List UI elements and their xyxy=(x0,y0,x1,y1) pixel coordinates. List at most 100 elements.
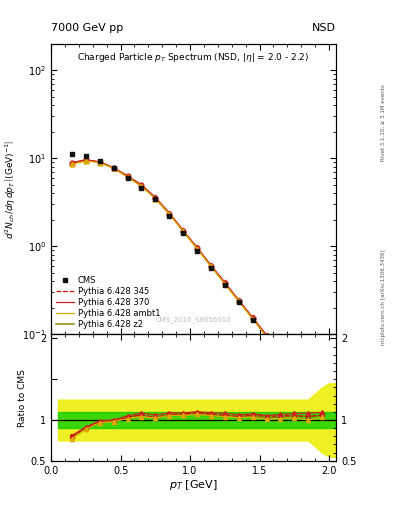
CMS xyxy=(209,265,213,271)
CMS xyxy=(70,152,74,158)
Pythia 6.428 ambt1 xyxy=(111,165,116,172)
Pythia 6.428 ambt1 xyxy=(153,196,158,202)
Pythia 6.428 370 xyxy=(139,182,144,188)
Pythia 6.428 345 xyxy=(139,182,144,188)
Pythia 6.428 z2 xyxy=(111,165,116,171)
CMS xyxy=(306,386,310,392)
Pythia 6.428 ambt1 xyxy=(97,160,102,166)
Pythia 6.428 z2 xyxy=(209,263,213,269)
Pythia 6.428 z2 xyxy=(125,174,130,180)
Pythia 6.428 370 xyxy=(125,173,130,179)
Pythia 6.428 345 xyxy=(292,367,297,373)
Pythia 6.428 ambt1 xyxy=(264,334,269,340)
Pythia 6.428 z2 xyxy=(97,159,102,165)
CMS xyxy=(292,369,297,375)
Pythia 6.428 z2 xyxy=(139,183,144,189)
Pythia 6.428 345 xyxy=(97,159,102,165)
Pythia 6.428 ambt1 xyxy=(195,246,199,252)
CMS xyxy=(320,401,325,408)
CMS xyxy=(222,282,227,288)
Pythia 6.428 z2 xyxy=(70,160,74,166)
Pythia 6.428 345 xyxy=(195,245,199,251)
Pythia 6.428 370 xyxy=(195,244,199,250)
Pythia 6.428 370 xyxy=(306,383,310,389)
Line: Pythia 6.428 345: Pythia 6.428 345 xyxy=(72,160,322,402)
CMS xyxy=(153,196,158,202)
Pythia 6.428 345 xyxy=(264,332,269,338)
Pythia 6.428 370 xyxy=(167,210,172,216)
CMS xyxy=(181,230,185,237)
Pythia 6.428 z2 xyxy=(195,245,199,251)
Pythia 6.428 z2 xyxy=(250,315,255,322)
Pythia 6.428 z2 xyxy=(236,298,241,304)
Text: 7000 GeV pp: 7000 GeV pp xyxy=(51,24,123,33)
Pythia 6.428 z2 xyxy=(83,157,88,163)
Pythia 6.428 z2 xyxy=(153,195,158,201)
CMS xyxy=(167,213,172,219)
Pythia 6.428 345 xyxy=(181,228,185,234)
Text: Charged Particle $p_T$ Spectrum (NSD, $|\eta|$ = 2.0 - 2.2): Charged Particle $p_T$ Spectrum (NSD, $|… xyxy=(77,51,310,64)
Pythia 6.428 345 xyxy=(70,160,74,166)
Pythia 6.428 z2 xyxy=(167,210,172,217)
Pythia 6.428 345 xyxy=(111,165,116,171)
Pythia 6.428 345 xyxy=(320,399,325,405)
Pythia 6.428 345 xyxy=(236,298,241,304)
Pythia 6.428 345 xyxy=(278,350,283,356)
Pythia 6.428 ambt1 xyxy=(222,281,227,287)
Pythia 6.428 z2 xyxy=(264,333,269,339)
Pythia 6.428 z2 xyxy=(278,350,283,356)
Pythia 6.428 ambt1 xyxy=(236,298,241,305)
CMS xyxy=(236,300,241,306)
Line: CMS: CMS xyxy=(70,152,325,407)
Pythia 6.428 370 xyxy=(292,367,297,373)
CMS xyxy=(278,351,283,357)
Pythia 6.428 345 xyxy=(222,280,227,286)
Text: Rivet 3.1.10, ≥ 3.1M events: Rivet 3.1.10, ≥ 3.1M events xyxy=(381,84,386,161)
Pythia 6.428 ambt1 xyxy=(320,400,325,407)
Pythia 6.428 z2 xyxy=(320,399,325,406)
Pythia 6.428 345 xyxy=(153,195,158,201)
Text: mcplots.cern.ch [arXiv:1306.3436]: mcplots.cern.ch [arXiv:1306.3436] xyxy=(381,249,386,345)
Pythia 6.428 345 xyxy=(83,157,88,163)
Pythia 6.428 345 xyxy=(167,210,172,217)
Legend: CMS, Pythia 6.428 345, Pythia 6.428 370, Pythia 6.428 ambt1, Pythia 6.428 z2: CMS, Pythia 6.428 345, Pythia 6.428 370,… xyxy=(53,273,163,332)
CMS xyxy=(195,248,199,254)
Pythia 6.428 370 xyxy=(250,314,255,321)
Y-axis label: $d^2N_{ch}/d\eta\,dp_T\,\left[({\rm GeV})^{-1}\right]$: $d^2N_{ch}/d\eta\,dp_T\,\left[({\rm GeV}… xyxy=(4,139,18,239)
Pythia 6.428 z2 xyxy=(306,385,310,391)
Pythia 6.428 345 xyxy=(306,385,310,391)
Pythia 6.428 z2 xyxy=(222,281,227,287)
Text: CMS_2010_S8656010: CMS_2010_S8656010 xyxy=(156,316,231,323)
Pythia 6.428 370 xyxy=(153,194,158,200)
Line: Pythia 6.428 370: Pythia 6.428 370 xyxy=(72,160,322,401)
Pythia 6.428 370 xyxy=(181,227,185,233)
Pythia 6.428 370 xyxy=(236,297,241,303)
Pythia 6.428 ambt1 xyxy=(292,368,297,374)
Pythia 6.428 345 xyxy=(250,315,255,321)
Pythia 6.428 370 xyxy=(209,262,213,268)
Pythia 6.428 ambt1 xyxy=(181,228,185,234)
Pythia 6.428 370 xyxy=(222,279,227,285)
Pythia 6.428 370 xyxy=(97,159,102,165)
Pythia 6.428 ambt1 xyxy=(139,183,144,189)
CMS xyxy=(264,334,269,340)
Line: Pythia 6.428 z2: Pythia 6.428 z2 xyxy=(72,160,322,402)
Pythia 6.428 370 xyxy=(111,164,116,170)
Pythia 6.428 ambt1 xyxy=(83,158,88,164)
Pythia 6.428 ambt1 xyxy=(125,174,130,180)
Pythia 6.428 z2 xyxy=(181,228,185,234)
Pythia 6.428 ambt1 xyxy=(278,351,283,357)
Pythia 6.428 z2 xyxy=(292,367,297,373)
Pythia 6.428 345 xyxy=(125,174,130,180)
Pythia 6.428 ambt1 xyxy=(167,211,172,217)
CMS xyxy=(125,175,130,181)
Pythia 6.428 370 xyxy=(70,160,74,166)
Pythia 6.428 345 xyxy=(209,263,213,269)
X-axis label: $p_T$ [GeV]: $p_T$ [GeV] xyxy=(169,478,218,493)
Text: NSD: NSD xyxy=(312,24,336,33)
Line: Pythia 6.428 ambt1: Pythia 6.428 ambt1 xyxy=(72,161,322,403)
Pythia 6.428 370 xyxy=(83,157,88,163)
CMS xyxy=(139,185,144,191)
Pythia 6.428 ambt1 xyxy=(306,386,310,392)
CMS xyxy=(111,164,116,170)
